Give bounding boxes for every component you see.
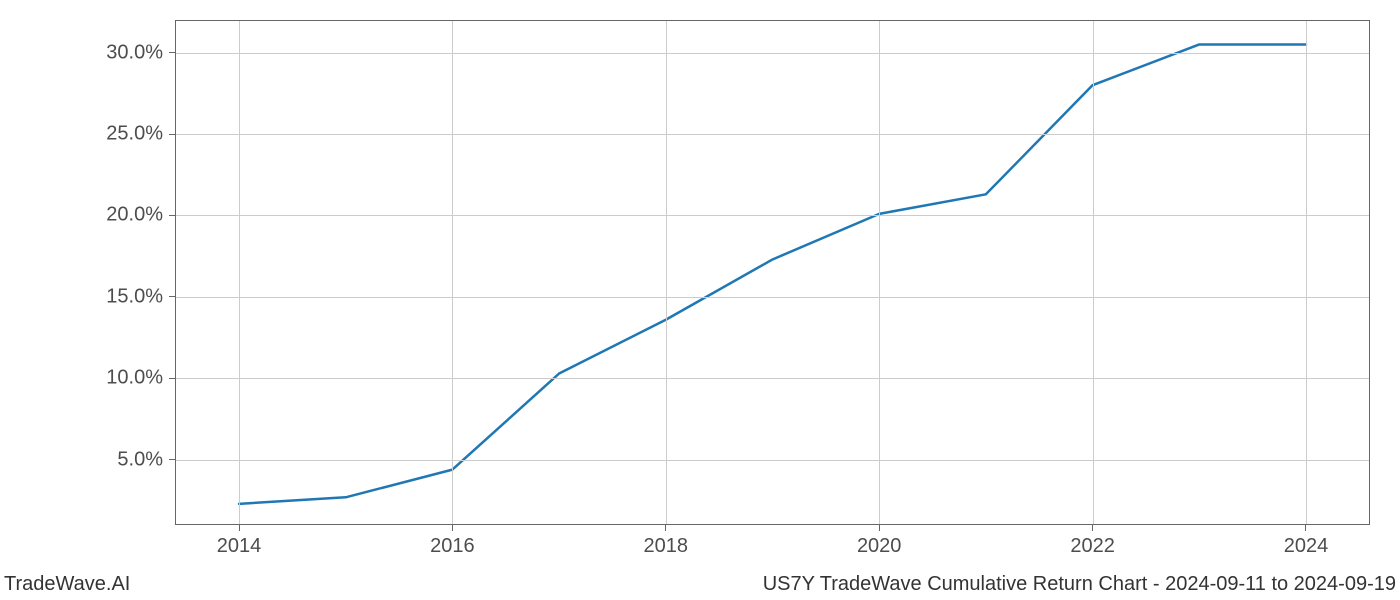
footer-left-text: TradeWave.AI xyxy=(4,573,130,596)
y-tick-label: 10.0% xyxy=(106,367,163,390)
gridline-vertical xyxy=(1093,20,1094,525)
y-tick-label: 20.0% xyxy=(106,204,163,227)
axis-spine xyxy=(175,20,176,525)
x-tick-label: 2022 xyxy=(1070,535,1115,558)
x-tick-label: 2018 xyxy=(644,535,689,558)
gridline-horizontal xyxy=(175,297,1370,298)
x-tick-mark xyxy=(665,525,666,531)
x-tick-mark xyxy=(1305,525,1306,531)
footer-right-text: US7Y TradeWave Cumulative Return Chart -… xyxy=(763,573,1396,596)
y-tick-mark xyxy=(169,215,175,216)
y-tick-mark xyxy=(169,459,175,460)
x-tick-mark xyxy=(452,525,453,531)
y-tick-mark xyxy=(169,296,175,297)
axis-spine xyxy=(175,20,1370,21)
gridline-horizontal xyxy=(175,460,1370,461)
x-tick-mark xyxy=(239,525,240,531)
y-tick-mark xyxy=(169,52,175,53)
axis-spine xyxy=(1369,20,1370,525)
gridline-horizontal xyxy=(175,134,1370,135)
gridline-vertical xyxy=(452,20,453,525)
gridline-horizontal xyxy=(175,53,1370,54)
gridline-vertical xyxy=(1306,20,1307,525)
gridline-vertical xyxy=(666,20,667,525)
y-tick-label: 30.0% xyxy=(106,41,163,64)
plot-area xyxy=(175,20,1370,525)
chart-container: TradeWave.AI US7Y TradeWave Cumulative R… xyxy=(0,0,1400,600)
line-series xyxy=(175,20,1370,525)
gridline-horizontal xyxy=(175,215,1370,216)
gridline-horizontal xyxy=(175,378,1370,379)
x-tick-label: 2016 xyxy=(430,535,475,558)
y-tick-label: 15.0% xyxy=(106,285,163,308)
y-tick-mark xyxy=(169,378,175,379)
axis-spine xyxy=(175,524,1370,525)
x-tick-label: 2014 xyxy=(217,535,262,558)
x-tick-mark xyxy=(1092,525,1093,531)
x-tick-mark xyxy=(879,525,880,531)
y-tick-label: 25.0% xyxy=(106,123,163,146)
y-tick-mark xyxy=(169,134,175,135)
x-tick-label: 2020 xyxy=(857,535,902,558)
gridline-vertical xyxy=(239,20,240,525)
return-line xyxy=(239,44,1306,503)
x-tick-label: 2024 xyxy=(1284,535,1329,558)
gridline-vertical xyxy=(879,20,880,525)
y-tick-label: 5.0% xyxy=(117,448,163,471)
